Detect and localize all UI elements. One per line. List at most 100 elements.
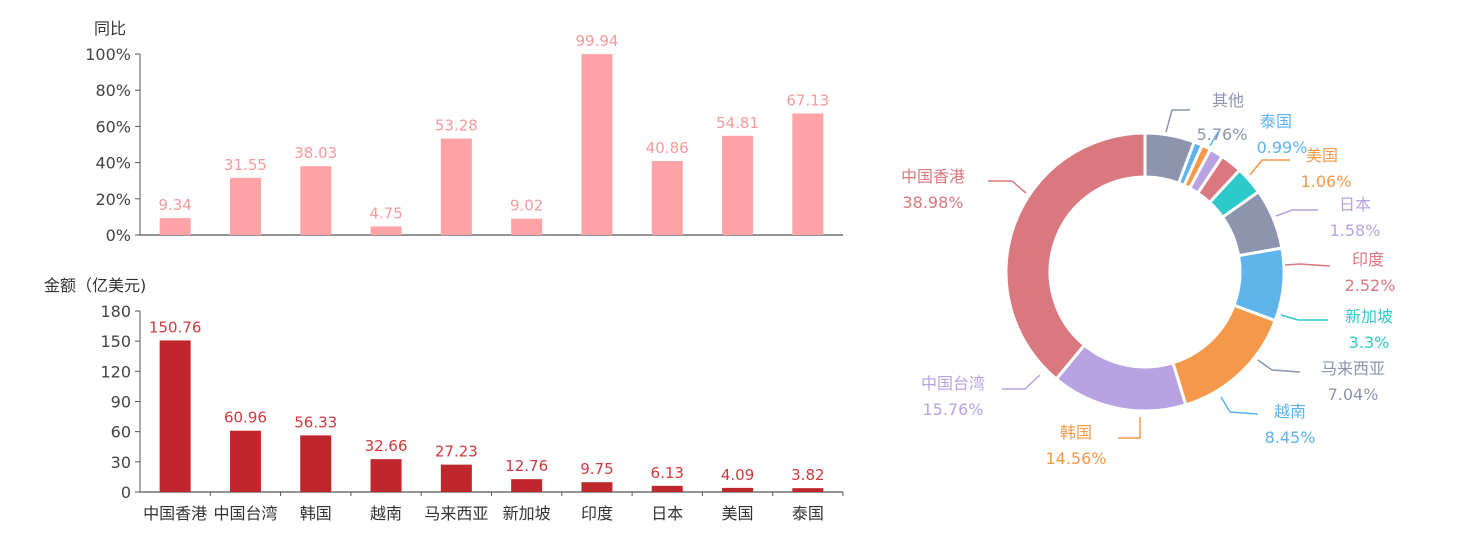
leader-line [1284, 263, 1331, 267]
y-tick-label: 0% [106, 226, 131, 245]
slice-name-label: 印度 [1352, 250, 1384, 269]
slice-percent-label: 7.04% [1328, 385, 1379, 404]
bar-value-label: 53.28 [435, 117, 478, 135]
slice-name-label: 越南 [1274, 402, 1306, 421]
bar [722, 135, 754, 235]
bar-value-label: 99.94 [575, 32, 618, 50]
bar-value-label: 32.66 [365, 437, 408, 455]
y-tick-label: 150 [100, 332, 131, 351]
bar-value-label: 3.82 [791, 466, 824, 484]
slice-name-label: 马来西亚 [1321, 359, 1385, 378]
bar [300, 435, 332, 492]
bar-value-label: 40.86 [646, 139, 689, 157]
bar-value-label: 9.75 [580, 460, 613, 478]
bar-value-label: 67.13 [786, 91, 829, 109]
bar [511, 479, 543, 492]
leader-line [1209, 131, 1219, 147]
leader-line [1165, 109, 1190, 133]
bar-value-label: 38.03 [294, 144, 337, 162]
y-tick-label: 180 [100, 302, 131, 321]
x-tick-label: 美国 [722, 504, 754, 523]
leader-line [1280, 314, 1328, 321]
bar [159, 340, 191, 492]
x-tick-label: 韩国 [300, 504, 332, 523]
bar [229, 177, 261, 235]
leader-line [1257, 359, 1301, 373]
slice-percent-label: 3.3% [1349, 333, 1390, 352]
slice-name-label: 韩国 [1060, 423, 1092, 442]
bar-value-label: 27.23 [435, 443, 478, 461]
y-tick-label: 120 [100, 362, 131, 381]
bar [159, 218, 191, 235]
bar [792, 488, 824, 492]
y-tick-label: 90 [111, 393, 131, 412]
bar-chart-0: 同比 0% 20% 40% 60% 80% 100% 9.34 31.55 38.03 4.75 53… [85, 19, 843, 245]
slice-percent-label: 5.76% [1197, 125, 1248, 144]
slice-percent-label: 1.58% [1330, 221, 1381, 240]
leader-line [1220, 396, 1259, 415]
slice-name-label: 中国香港 [901, 167, 965, 186]
bar-value-label: 9.34 [158, 196, 191, 214]
x-tick-label: 马来西亚 [424, 504, 488, 523]
bar [370, 459, 402, 492]
leader-line [1275, 209, 1318, 217]
slice-percent-label: 8.45% [1265, 428, 1316, 447]
bar-value-label: 12.76 [505, 457, 548, 475]
y-tick-label: 60% [95, 117, 131, 136]
slice-percent-label: 38.98% [902, 193, 963, 212]
y-tick-label: 30 [111, 453, 131, 472]
x-tick-label: 日本 [651, 504, 683, 523]
slice-percent-label: 15.76% [922, 400, 983, 419]
bar-value-label: 4.75 [369, 204, 402, 222]
bar [722, 487, 754, 492]
donut-chart: 其他 5.76% 泰国 0.99%美国 1.06% 日本 1.58% 印度 2.52% 新加坡 3.… [901, 91, 1395, 468]
donut-slice [1171, 303, 1277, 407]
donut-slice [1004, 131, 1147, 381]
bar [792, 113, 824, 235]
bar-chart-1: 金额（亿美元) 0 30 60 90 120 150 180 150.76 中国香港 60.96 中国… [44, 276, 844, 523]
leader-line [988, 180, 1027, 194]
bar-value-label: 54.81 [716, 114, 759, 132]
slice-percent-label: 14.56% [1045, 449, 1106, 468]
y-tick-label: 60 [111, 423, 131, 442]
y-tick-label: 0 [121, 483, 131, 502]
slice-percent-label: 2.52% [1345, 276, 1396, 295]
leader-line [1002, 374, 1041, 390]
x-tick-label: 中国台湾 [213, 504, 277, 523]
bar-value-label: 56.33 [294, 413, 337, 431]
y-axis-title: 金额（亿美元) [44, 276, 146, 295]
slice-name-label: 泰国 [1260, 112, 1292, 131]
x-tick-label: 泰国 [792, 504, 824, 523]
x-tick-label: 中国香港 [143, 504, 207, 523]
slice-name-label: 新加坡 [1345, 307, 1393, 326]
x-tick-label: 印度 [581, 504, 613, 523]
y-tick-label: 100% [85, 45, 131, 64]
bar [651, 485, 683, 492]
bar [581, 482, 613, 492]
x-tick-label: 新加坡 [503, 504, 551, 523]
bar [300, 166, 332, 235]
bar-value-label: 60.96 [224, 409, 267, 427]
bar [651, 161, 683, 235]
x-tick-label: 越南 [370, 504, 402, 523]
leader-line [1249, 159, 1290, 176]
bar-value-label: 31.55 [224, 156, 267, 174]
slice-name-label: 其他 [1212, 91, 1244, 110]
y-tick-label: 80% [95, 81, 131, 100]
bar [229, 430, 261, 492]
y-tick-label: 40% [95, 154, 131, 173]
bar [581, 54, 613, 236]
y-axis-title: 同比 [94, 19, 126, 38]
y-tick-label: 20% [95, 190, 131, 209]
bar-value-label: 4.09 [721, 466, 754, 484]
bar [370, 226, 402, 235]
bar-value-label: 150.76 [149, 318, 202, 336]
bar [440, 464, 472, 492]
slice-name-label: 日本 [1339, 195, 1371, 214]
bar [440, 138, 472, 235]
slice-percent-label: 1.06% [1301, 172, 1352, 191]
slice-name-label: 美国 [1306, 146, 1338, 165]
bar [511, 218, 543, 235]
slice-name-label: 中国台湾 [921, 374, 985, 393]
